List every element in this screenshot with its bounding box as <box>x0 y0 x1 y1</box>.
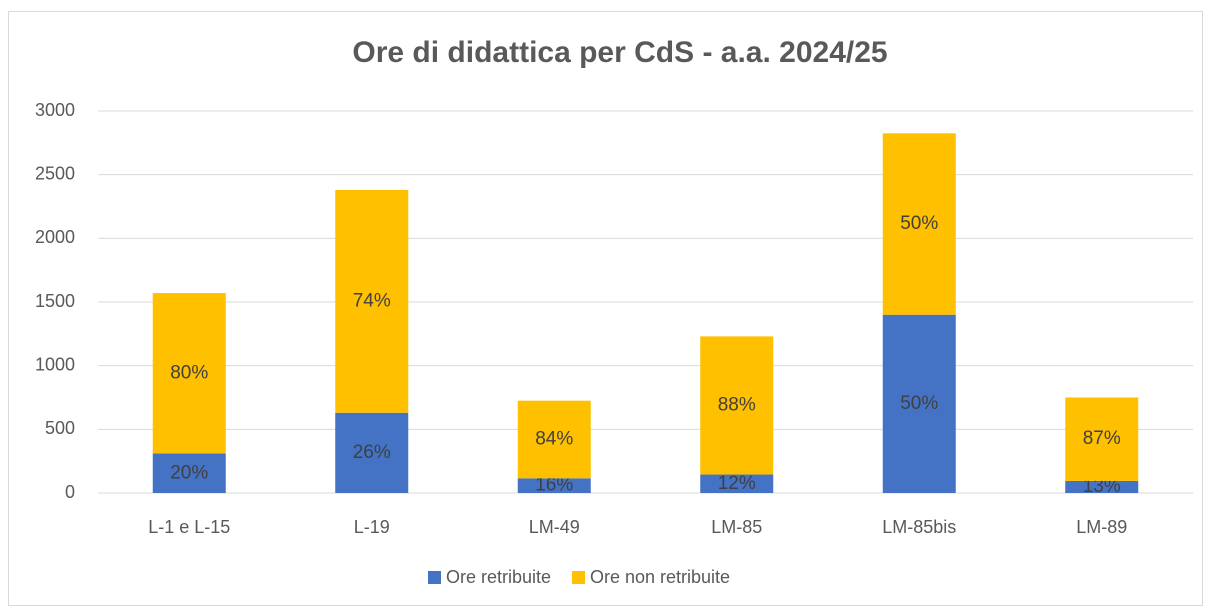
bar-segment <box>517 478 591 493</box>
y-tick-label: 2500 <box>35 163 75 183</box>
bar-segment <box>700 474 774 493</box>
bar-segment <box>1065 397 1139 481</box>
x-tick-label: LM-49 <box>529 517 580 537</box>
bar-segment <box>882 314 956 493</box>
legend-swatch <box>428 571 441 584</box>
x-tick-label: LM-85 <box>711 517 762 537</box>
data-label: 20% <box>170 462 208 483</box>
y-tick-label: 1500 <box>35 291 75 311</box>
data-label: 84% <box>535 429 573 450</box>
data-label: 74% <box>353 290 391 311</box>
data-label: 50% <box>900 393 938 414</box>
x-tick-label: L-19 <box>354 517 390 537</box>
bar-segment <box>335 189 409 413</box>
y-tick-label: 500 <box>45 418 75 438</box>
x-tick-label: LM-85bis <box>882 517 956 537</box>
bar-segment <box>517 400 591 479</box>
y-tick-label: 2000 <box>35 227 75 247</box>
bar-segment <box>882 133 956 315</box>
bar-segment <box>152 453 226 493</box>
y-tick-label: 3000 <box>35 100 75 120</box>
x-tick-label: LM-89 <box>1076 517 1127 537</box>
data-label: 13% <box>1083 476 1121 497</box>
data-label: 87% <box>1083 428 1121 449</box>
data-label: 88% <box>718 394 756 415</box>
y-tick-label: 1000 <box>35 354 75 374</box>
legend-label: Ore non retribuite <box>590 567 730 587</box>
y-tick-label: 0 <box>65 482 75 502</box>
chart-title: Ore di didattica per CdS - a.a. 2024/25 <box>352 36 887 69</box>
bar-segment <box>1065 480 1139 493</box>
data-label: 16% <box>535 475 573 496</box>
data-label: 26% <box>353 442 391 463</box>
data-label: 80% <box>170 362 208 383</box>
data-label: 12% <box>718 473 756 494</box>
legend-swatch <box>572 571 585 584</box>
bar-segment <box>335 412 409 493</box>
bar-segment <box>700 336 774 475</box>
x-tick-label: L-1 e L-15 <box>148 517 230 537</box>
data-label: 50% <box>900 213 938 234</box>
legend-label: Ore retribuite <box>446 567 551 587</box>
bar-segment <box>152 293 226 454</box>
